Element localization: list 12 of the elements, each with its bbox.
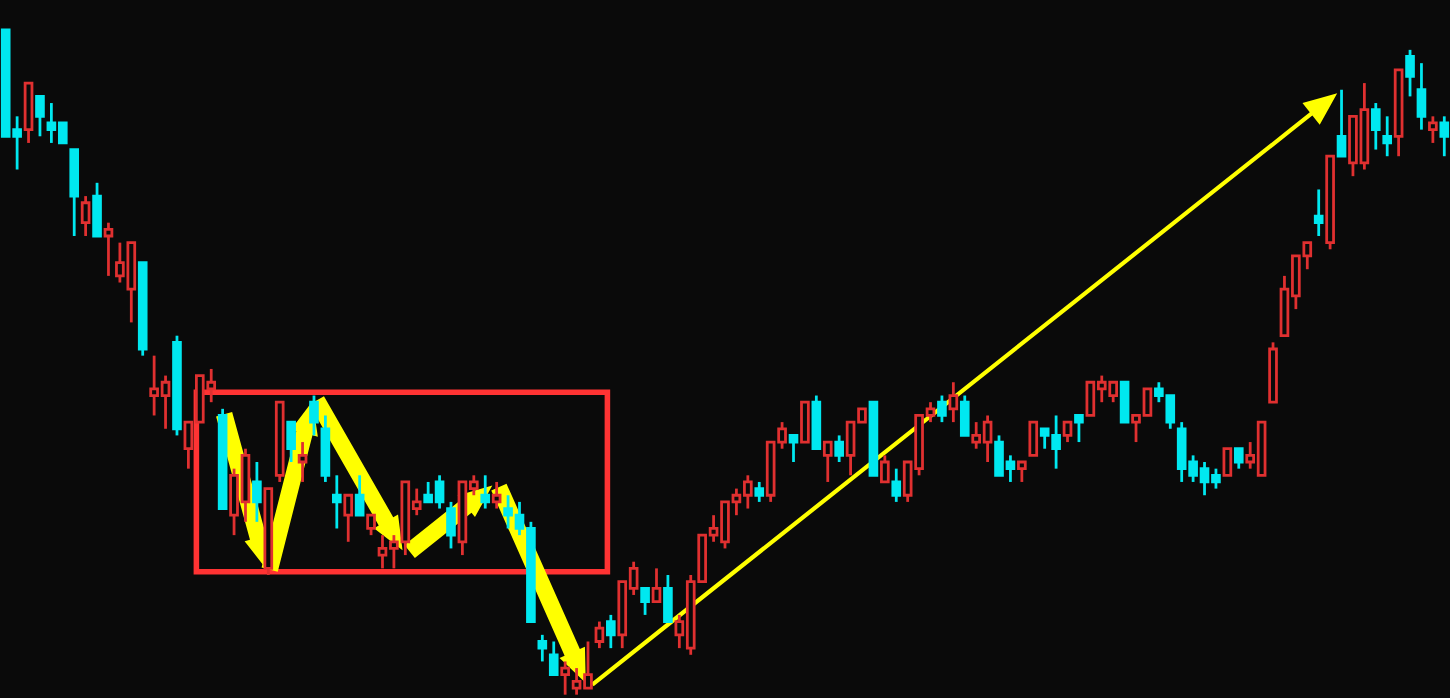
candlestick [560, 660, 570, 697]
candlestick [491, 480, 502, 510]
candlestick [1428, 114, 1438, 145]
candlestick [480, 473, 491, 510]
candlestick [297, 440, 308, 484]
candlestick [332, 473, 342, 530]
candlestick [252, 460, 262, 524]
candlestick [948, 380, 959, 424]
candlestick [1439, 114, 1450, 158]
candlestick [1382, 114, 1393, 158]
candlestick [1416, 61, 1427, 132]
candlestick [1313, 188, 1324, 238]
